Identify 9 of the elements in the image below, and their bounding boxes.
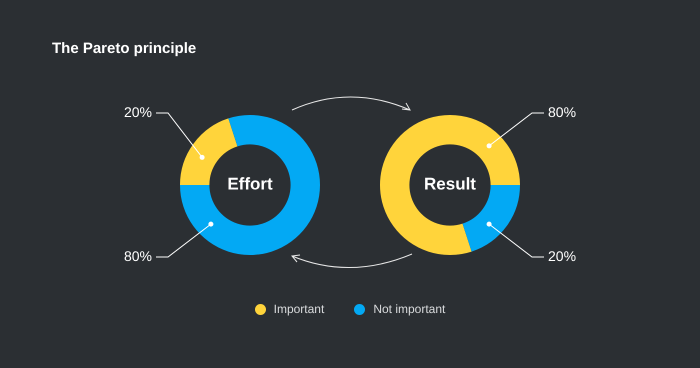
text: Effort [227,174,273,194]
text: Result [424,174,476,194]
data-label: 80% [548,104,576,120]
legend-label: Not important [373,302,446,316]
legend-label: Important [274,302,324,316]
data-label: 20% [124,104,152,120]
data-label: 80% [124,248,152,264]
text: The Pareto principle [52,40,196,57]
data-label: 20% [548,248,576,264]
